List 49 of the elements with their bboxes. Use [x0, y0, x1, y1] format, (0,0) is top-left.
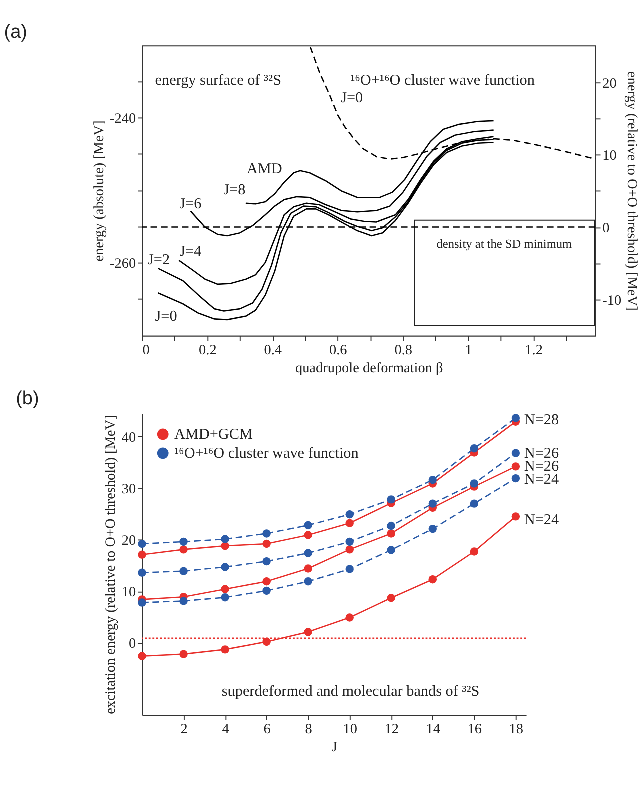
annotation: J=4: [180, 242, 202, 260]
x-tick-label: 16: [468, 722, 482, 738]
annotation: J=8: [224, 181, 246, 198]
x-tick-label: 2: [180, 722, 188, 738]
x-tick-label: 0.6: [329, 342, 348, 358]
x-tick-label: 6: [264, 722, 271, 738]
y-tick-label: -260: [110, 256, 136, 272]
x-axis-title: J: [332, 740, 338, 756]
y-tick-label: 30: [122, 482, 136, 498]
annotation: J=2: [148, 252, 170, 269]
y2-axis-title: energy (relative to O+O threshold) [MeV]: [624, 71, 640, 311]
x-tick-label: 14: [426, 722, 440, 738]
x-tick-label: 1.2: [525, 342, 543, 358]
annotation: J=0: [155, 308, 178, 326]
legend-label: ¹⁶O+¹⁶O cluster wave function: [174, 445, 360, 462]
chart-title: (b): [16, 388, 40, 410]
y2-tick-label: -10: [602, 292, 622, 309]
y2-tick-label: 20: [602, 76, 617, 92]
annotation: energy surface of ³²S: [155, 72, 282, 90]
chart-title: (a): [4, 22, 28, 44]
y2-tick-label: 10: [602, 148, 617, 164]
x-tick-label: 0.8: [394, 342, 412, 358]
y-axis-title: energy (absolute) [MeV]: [91, 120, 108, 262]
annotation: J=6: [180, 195, 202, 212]
x-tick-label: 18: [509, 722, 524, 738]
annotation: AMD: [246, 160, 282, 178]
annotation: J=0: [341, 90, 364, 107]
x-tick-label: 8: [305, 722, 312, 738]
x-axis-title: quadrupole deformation β: [295, 360, 444, 376]
x-tick-label: 1: [465, 342, 472, 358]
legend-label: AMD+GCM: [174, 426, 254, 444]
y-tick-label: -240: [110, 111, 136, 128]
x-tick-label: 4: [222, 722, 230, 738]
annotation: N=28: [524, 412, 560, 429]
y2-tick-label: 0: [602, 220, 610, 237]
y-axis-title: excitation energy (relative to O+O threshold) [MeV]: [103, 415, 120, 714]
annotation: density at the SD minimum: [436, 237, 573, 252]
x-tick-label: 0: [142, 342, 150, 358]
x-tick-label: 0.2: [199, 342, 217, 358]
annotation: N=24: [524, 512, 560, 529]
y-tick-label: 0: [128, 636, 136, 652]
annotation: ¹⁶O+¹⁶O cluster wave function: [350, 72, 536, 90]
annotation: superdeformed and molecular bands of ³²S: [222, 682, 480, 700]
y-tick-label: 40: [122, 430, 136, 446]
x-tick-label: 10: [343, 722, 358, 738]
x-tick-label: 12: [384, 722, 399, 738]
y-tick-label: 20: [122, 533, 136, 550]
x-tick-label: 0.4: [264, 342, 282, 358]
y-tick-label: 10: [122, 584, 136, 601]
